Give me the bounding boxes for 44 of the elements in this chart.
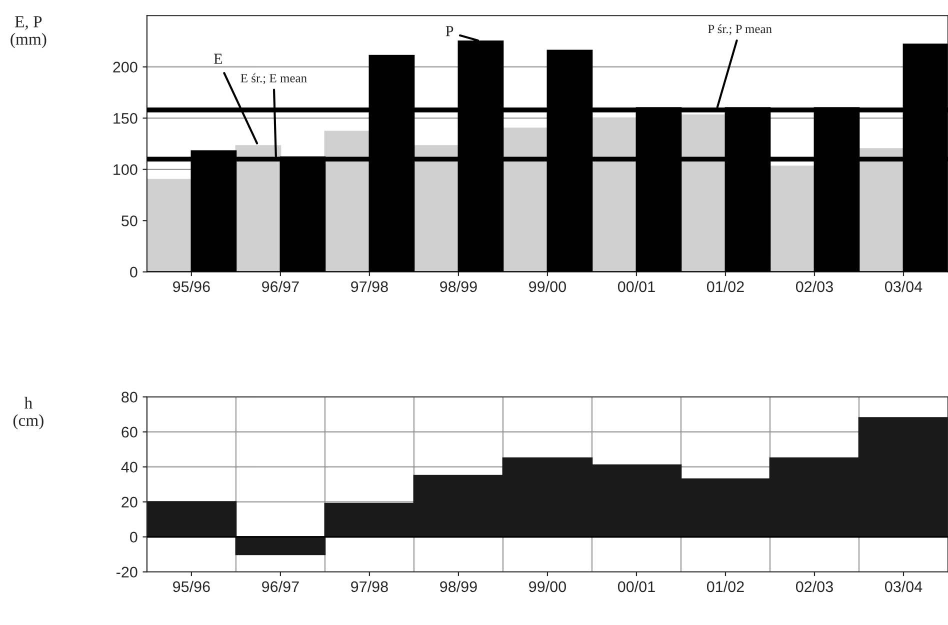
x-tick-label: 98/99 (440, 580, 477, 592)
y-tick-label: 40 (121, 462, 138, 473)
x-tick-label: 01/02 (706, 580, 744, 592)
bar (502, 128, 548, 272)
x-tick-label: 96/97 (262, 580, 299, 592)
x-tick-label: 98/99 (440, 280, 477, 292)
x-tick-label: 96/97 (262, 280, 299, 292)
x-tick-label: 99/00 (529, 580, 566, 592)
bar (413, 145, 460, 272)
ref-line-label: P śr.; P mean (708, 24, 772, 35)
y-tick-label: 0 (130, 532, 138, 543)
bar (146, 178, 192, 272)
bar (324, 130, 370, 272)
y-tick-label: 20 (122, 496, 138, 508)
x-tick-label: 02/03 (796, 580, 833, 592)
y-tick-label: 100 (114, 164, 138, 176)
y-tick-label: -20 (116, 566, 138, 578)
y-tick-label: 60 (122, 426, 138, 438)
x-tick-label: 97/98 (351, 280, 388, 292)
x-tick-label: 03/04 (884, 580, 922, 592)
x-tick-label: 95/96 (173, 280, 210, 292)
y-axis-title: E, P (mm) (10, 16, 46, 48)
bar (680, 114, 726, 272)
x-tick-label: 97/98 (351, 580, 388, 592)
x-tick-label: 02/03 (796, 280, 833, 292)
y-tick-label: 50 (122, 215, 138, 226)
bar (858, 148, 904, 272)
x-tick-label: 00/01 (618, 580, 655, 592)
bar (769, 166, 816, 272)
bar (235, 145, 282, 272)
y-axis-title: h (cm) (13, 396, 44, 430)
x-tick-label: 99/00 (529, 280, 566, 292)
y-tick-label: 200 (113, 62, 138, 73)
x-tick-label: 00/01 (618, 280, 655, 292)
x-tick-label: 03/04 (884, 280, 922, 292)
bar (591, 117, 638, 272)
text: E (214, 54, 222, 64)
legend-label: P (446, 26, 454, 36)
x-tick-label: 01/02 (706, 280, 744, 292)
y-tick-label: 80 (122, 392, 138, 403)
y-tick-label: 0 (130, 266, 138, 278)
x-tick-label: 95/96 (173, 580, 210, 592)
y-tick-label: 150 (114, 112, 138, 124)
ref-line-label: E śr.; E mean (240, 74, 307, 84)
